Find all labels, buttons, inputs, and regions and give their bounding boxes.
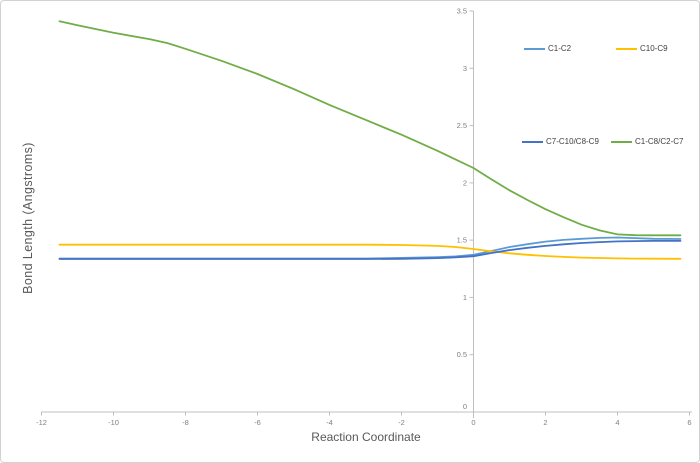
x-tick-label: 6 (687, 418, 691, 427)
y-tick-label: 3.5 (457, 7, 467, 16)
legend-label: C1-C8/C2-C7 (635, 137, 684, 146)
y-tick-label: 2 (463, 178, 467, 187)
series-line-c1-c8-c2-c7 (58, 20, 682, 237)
x-tick-label: 0 (471, 418, 475, 427)
x-tick-label: -8 (182, 418, 189, 427)
legend-item-c1-c2[interactable]: C1-C2 (524, 43, 571, 54)
legend-line-swatch (524, 47, 545, 50)
series-line-c1-c2 (58, 236, 682, 260)
x-tick-label: -6 (254, 418, 261, 427)
series-line-c10-c9 (58, 243, 682, 260)
x-tick-label: -10 (108, 418, 119, 427)
legend-item-c1-c8-c2-c7[interactable]: C1-C8/C2-C7 (611, 136, 683, 147)
legend-item-c7-c10-c8-c9[interactable]: C7-C10/C8-C9 (522, 136, 599, 147)
x-axis-title: Reaction Coordinate (311, 430, 421, 444)
legend-item-c10-c9[interactable]: C10-C9 (616, 43, 668, 54)
x-tick-label: -4 (326, 418, 333, 427)
legend-line-swatch (522, 140, 543, 143)
y-tick-label: 1.5 (457, 236, 467, 245)
legend-label: C7-C10/C8-C9 (546, 137, 599, 146)
y-tick-label: 1 (463, 293, 467, 302)
legend-label: C1-C2 (548, 44, 572, 53)
x-tick-label: 2 (543, 418, 547, 427)
y-tick-label: 2.5 (457, 121, 467, 130)
y-axis-title: Bond Length (Angstroms) (21, 142, 35, 294)
y-tick-label: 3 (463, 64, 467, 73)
legend-label: C10-C9 (640, 44, 668, 53)
series-line-c7-c10-c8-c9 (58, 239, 682, 260)
y-tick-label: 0 (463, 402, 467, 411)
legend-line-swatch (616, 47, 637, 50)
x-tick-label: -12 (36, 418, 47, 427)
x-tick-label: -2 (398, 418, 405, 427)
x-tick-label: 4 (615, 418, 619, 427)
legend-line-swatch (611, 140, 632, 143)
y-tick-label: 0.5 (457, 350, 467, 359)
